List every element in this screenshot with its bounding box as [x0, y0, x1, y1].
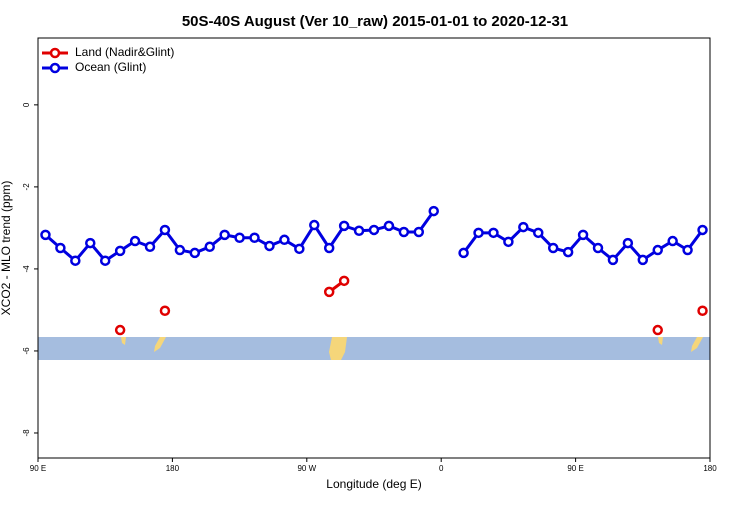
data-point: [518, 221, 529, 233]
data-point: [577, 229, 589, 241]
data-point: [697, 305, 708, 317]
x-tick-label: 90 E: [30, 464, 46, 473]
data-point: [473, 227, 484, 239]
x-tick-label: 90 E: [567, 464, 583, 473]
data-point: [323, 286, 335, 298]
data-point: [338, 275, 350, 287]
x-tick-label: 0: [439, 464, 444, 473]
data-point: [607, 254, 619, 266]
data-point: [353, 225, 365, 237]
chart-title: 50S-40S August (Ver 10_raw) 2015-01-01 t…: [182, 13, 568, 30]
x-tick-label: 180: [703, 464, 717, 473]
data-point: [114, 245, 126, 257]
data-point: [383, 220, 395, 232]
data-point: [338, 220, 350, 232]
data-point: [428, 205, 439, 217]
data-point: [70, 255, 81, 266]
legend-label: Ocean (Glint): [75, 60, 146, 74]
data-point: [323, 242, 335, 254]
land-shapes: [121, 337, 703, 360]
latitude-band: [38, 337, 710, 360]
data-point: [533, 227, 544, 239]
data-point: [234, 232, 245, 243]
data-point: [99, 255, 111, 266]
data-point: [264, 240, 275, 252]
data-point: [697, 224, 708, 236]
y-tick-label: -4: [22, 265, 31, 273]
data-point: [652, 244, 663, 256]
x-axis-label: Longitude (deg E): [326, 477, 421, 491]
data-point: [547, 242, 559, 254]
x-tick-label: 180: [166, 464, 180, 473]
plot-frame: [37, 37, 711, 459]
data-point: [503, 236, 514, 248]
y-tick-label: -2: [22, 183, 31, 191]
data-point: [114, 324, 126, 336]
y-tick-label: -6: [22, 347, 31, 355]
y-axis-label: XCO2 - MLO trend (ppm): [0, 181, 13, 316]
legend-swatch-point: [49, 47, 61, 59]
data-point: [562, 246, 574, 258]
data-point: [174, 244, 186, 256]
data-point: [279, 234, 290, 246]
data-point: [368, 224, 380, 236]
data-point: [159, 305, 171, 317]
y-tick-label: -8: [22, 429, 31, 437]
legend-swatch-point: [49, 62, 61, 74]
data-point: [637, 254, 649, 266]
data-point: [622, 237, 634, 249]
data-point: [682, 244, 693, 256]
data-point: [144, 241, 156, 253]
data-point: [40, 229, 51, 241]
data-point: [592, 242, 604, 254]
data-point: [667, 235, 678, 247]
data-point: [294, 243, 305, 255]
data-point: [204, 241, 215, 253]
data-point: [488, 227, 499, 239]
data-point: [129, 235, 141, 247]
y-tick-label: 0: [22, 102, 31, 107]
data-point: [219, 229, 230, 241]
data-point: [652, 324, 663, 336]
data-point: [398, 226, 410, 238]
data-point: [85, 237, 96, 249]
data-point: [159, 224, 171, 236]
data-point: [458, 247, 469, 259]
data-point: [249, 232, 260, 243]
x-tick-label: 90 W: [297, 464, 316, 473]
series-line: [44, 210, 704, 263]
data-point: [189, 247, 201, 259]
data-point: [55, 242, 66, 254]
legend-label: Land (Nadir&Glint): [75, 45, 174, 59]
series-line: [329, 281, 702, 311]
data-point: [413, 226, 425, 238]
data-point: [309, 219, 320, 231]
